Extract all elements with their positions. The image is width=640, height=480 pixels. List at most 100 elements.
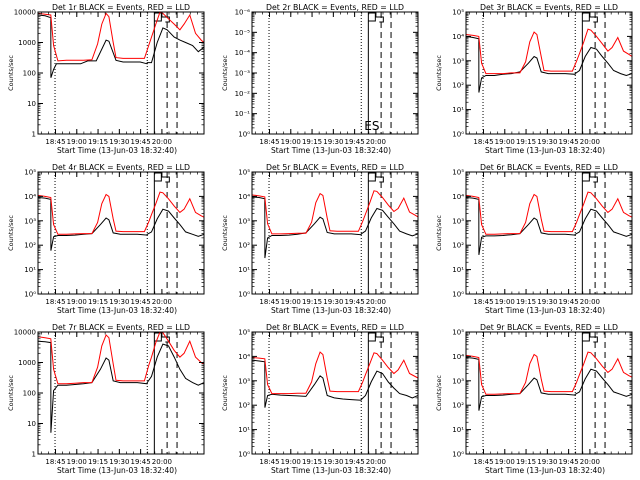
series-line-black bbox=[252, 359, 418, 408]
chart-panel-8: Det 8r BLACK = Events, RED = LLD 10⁰ 10¹ 10… bbox=[221, 323, 419, 475]
x-tick-label: 19:45 bbox=[345, 138, 365, 146]
y-tick-label: 10⁴ bbox=[452, 33, 464, 41]
chart-title: Det 4r BLACK = Events, RED = LLD bbox=[52, 163, 190, 172]
y-tick-label: 10⁻⁴ bbox=[235, 49, 251, 57]
x-tick-label: 19:15 bbox=[302, 458, 322, 466]
x-axis-label: Start Time (13-Jun-03 18:32:40) bbox=[57, 146, 177, 155]
y-axis-label: Counts/sec bbox=[221, 375, 229, 411]
top-box-marker bbox=[154, 172, 170, 183]
x-tick-label: 19:00 bbox=[495, 458, 515, 466]
x-tick-label: 20:00 bbox=[580, 298, 600, 306]
y-tick-label: 10⁵ bbox=[452, 169, 464, 177]
x-tick-label: 18:45 bbox=[259, 138, 279, 146]
y-tick-label: 10⁵ bbox=[452, 329, 464, 337]
y-tick-label: 10⁴ bbox=[238, 193, 250, 201]
y-tick-label: 10³ bbox=[238, 377, 250, 385]
y-tick-label: 10³ bbox=[452, 377, 464, 385]
x-tick-label: 19:15 bbox=[516, 458, 536, 466]
y-tick-label: 1000 bbox=[18, 39, 36, 47]
x-tick-label: 19:30 bbox=[537, 458, 557, 466]
y-axis-label: Counts/sec bbox=[7, 55, 15, 91]
plot-frame bbox=[251, 331, 419, 455]
series-group bbox=[466, 28, 632, 93]
y-axis-label: Counts/sec bbox=[7, 215, 15, 251]
series-group bbox=[466, 191, 632, 255]
series-line-black bbox=[466, 357, 632, 411]
y-tick-label: 10⁻⁶ bbox=[235, 9, 251, 17]
x-axis-label: Start Time (13-Jun-03 18:32:40) bbox=[485, 306, 605, 315]
x-tick-label: 18:45 bbox=[259, 298, 279, 306]
series-line-black bbox=[38, 197, 204, 251]
x-tick-label: 20:00 bbox=[152, 298, 172, 306]
y-tick-label: 10⁵ bbox=[452, 9, 464, 17]
y-axis-label: Counts/sec bbox=[435, 375, 443, 411]
y-tick-label: 100 bbox=[23, 70, 36, 78]
x-tick-label: 19:00 bbox=[495, 298, 515, 306]
series-line-black bbox=[466, 197, 632, 255]
y-tick-label: 10⁰ bbox=[238, 291, 250, 299]
y-tick-label: 10⁴ bbox=[452, 353, 464, 361]
x-axis-label: Start Time (13-Jun-03 18:32:40) bbox=[271, 466, 391, 475]
x-tick-label: 19:30 bbox=[109, 458, 129, 466]
y-tick-label: 10000 bbox=[14, 329, 36, 337]
x-tick-label: 18:45 bbox=[473, 138, 493, 146]
x-tick-label: 18:45 bbox=[45, 138, 65, 146]
y-axis-label: Counts/sec bbox=[435, 55, 443, 91]
series-group bbox=[38, 12, 204, 78]
series-line-black bbox=[38, 340, 204, 433]
y-tick-label: 10² bbox=[452, 242, 464, 250]
y-tick-label: 10⁵ bbox=[238, 329, 250, 337]
top-box-marker bbox=[582, 332, 598, 343]
chart-title: Det 7r BLACK = Events, RED = LLD bbox=[52, 323, 190, 332]
x-tick-label: 20:00 bbox=[366, 458, 386, 466]
chart-title: Det 8r BLACK = Events, RED = LLD bbox=[266, 323, 404, 332]
y-tick-label: 10¹ bbox=[24, 266, 36, 274]
top-box-marker bbox=[368, 332, 384, 343]
x-tick-label: 19:15 bbox=[88, 458, 108, 466]
y-tick-label: 10² bbox=[24, 242, 36, 250]
x-tick-label: 20:00 bbox=[580, 458, 600, 466]
x-axis-label: Start Time (13-Jun-03 18:32:40) bbox=[57, 466, 177, 475]
y-tick-label: 10⁻³ bbox=[235, 70, 251, 78]
y-tick-label: 10¹ bbox=[452, 106, 464, 114]
x-tick-label: 19:00 bbox=[495, 138, 515, 146]
top-box-marker bbox=[368, 172, 384, 183]
y-tick-label: 10³ bbox=[452, 217, 464, 225]
x-tick-label: 18:45 bbox=[259, 458, 279, 466]
series-line-red bbox=[466, 351, 632, 395]
x-tick-label: 19:15 bbox=[516, 298, 536, 306]
y-tick-label: 10⁰ bbox=[238, 451, 250, 459]
x-tick-label: 19:30 bbox=[537, 138, 557, 146]
x-tick-label: 20:00 bbox=[366, 298, 386, 306]
x-tick-label: 19:15 bbox=[302, 138, 322, 146]
y-tick-label: 100 bbox=[23, 390, 36, 398]
top-box-marker bbox=[582, 12, 598, 23]
x-tick-label: 18:45 bbox=[45, 458, 65, 466]
y-tick-label: 10³ bbox=[452, 57, 464, 65]
x-tick-label: 18:45 bbox=[473, 458, 493, 466]
y-tick-label: 10⁻⁵ bbox=[235, 29, 251, 37]
y-axis-label: Counts/sec bbox=[7, 375, 15, 411]
series-group bbox=[38, 191, 204, 251]
x-tick-label: 19:45 bbox=[345, 458, 365, 466]
series-line-red bbox=[38, 332, 204, 385]
x-axis-label: Start Time (13-Jun-03 18:32:40) bbox=[271, 146, 391, 155]
series-group bbox=[252, 190, 418, 259]
y-tick-label: 10⁰ bbox=[452, 451, 464, 459]
x-tick-label: 19:45 bbox=[559, 138, 579, 146]
x-tick-label: 19:45 bbox=[559, 458, 579, 466]
x-tick-label: 20:00 bbox=[152, 458, 172, 466]
x-tick-label: 19:15 bbox=[302, 298, 322, 306]
x-tick-label: 19:45 bbox=[131, 138, 151, 146]
chart-panel-4: Det 4r BLACK = Events, RED = LLD 10⁰ 10¹ 10… bbox=[7, 163, 205, 315]
x-tick-label: 20:00 bbox=[152, 138, 172, 146]
y-tick-label: 10¹ bbox=[452, 426, 464, 434]
y-tick-label: 10⁰ bbox=[452, 291, 464, 299]
y-tick-label: 10² bbox=[238, 402, 250, 410]
y-tick-label: 10⁵ bbox=[238, 169, 250, 177]
y-axis-label: Counts/sec bbox=[435, 215, 443, 251]
x-tick-label: 19:15 bbox=[516, 138, 536, 146]
y-tick-label: 10⁴ bbox=[238, 353, 250, 361]
chart-title: Det 3r BLACK = Events, RED = LLD bbox=[480, 3, 618, 12]
top-box-marker bbox=[582, 172, 598, 183]
